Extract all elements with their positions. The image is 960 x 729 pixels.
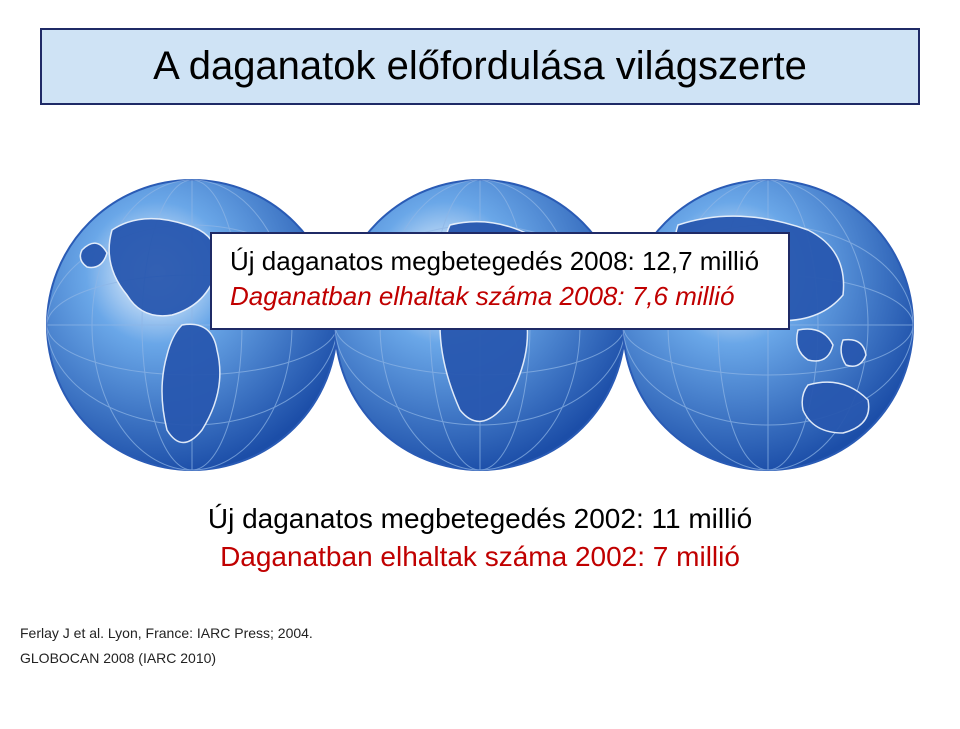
stats-2002-line2: Daganatban elhaltak száma 2002: 7 millió [0, 538, 960, 576]
footer-line1: Ferlay J et al. Lyon, France: IARC Press… [20, 623, 313, 644]
footer-line2: GLOBOCAN 2008 (IARC 2010) [20, 648, 313, 669]
stats-2002-line1: Új daganatos megbetegedés 2002: 11 milli… [0, 500, 960, 538]
stats-2002-block: Új daganatos megbetegedés 2002: 11 milli… [0, 500, 960, 576]
stats-2008-line2: Daganatban elhaltak száma 2008: 7,6 mill… [230, 279, 770, 314]
slide-root: A daganatok előfordulása világszerte [0, 0, 960, 729]
stats-2008-box: Új daganatos megbetegedés 2008: 12,7 mil… [210, 232, 790, 330]
page-title: A daganatok előfordulása világszerte [40, 28, 920, 105]
footer-citation: Ferlay J et al. Lyon, France: IARC Press… [20, 623, 313, 669]
stats-2008-line1: Új daganatos megbetegedés 2008: 12,7 mil… [230, 244, 770, 279]
